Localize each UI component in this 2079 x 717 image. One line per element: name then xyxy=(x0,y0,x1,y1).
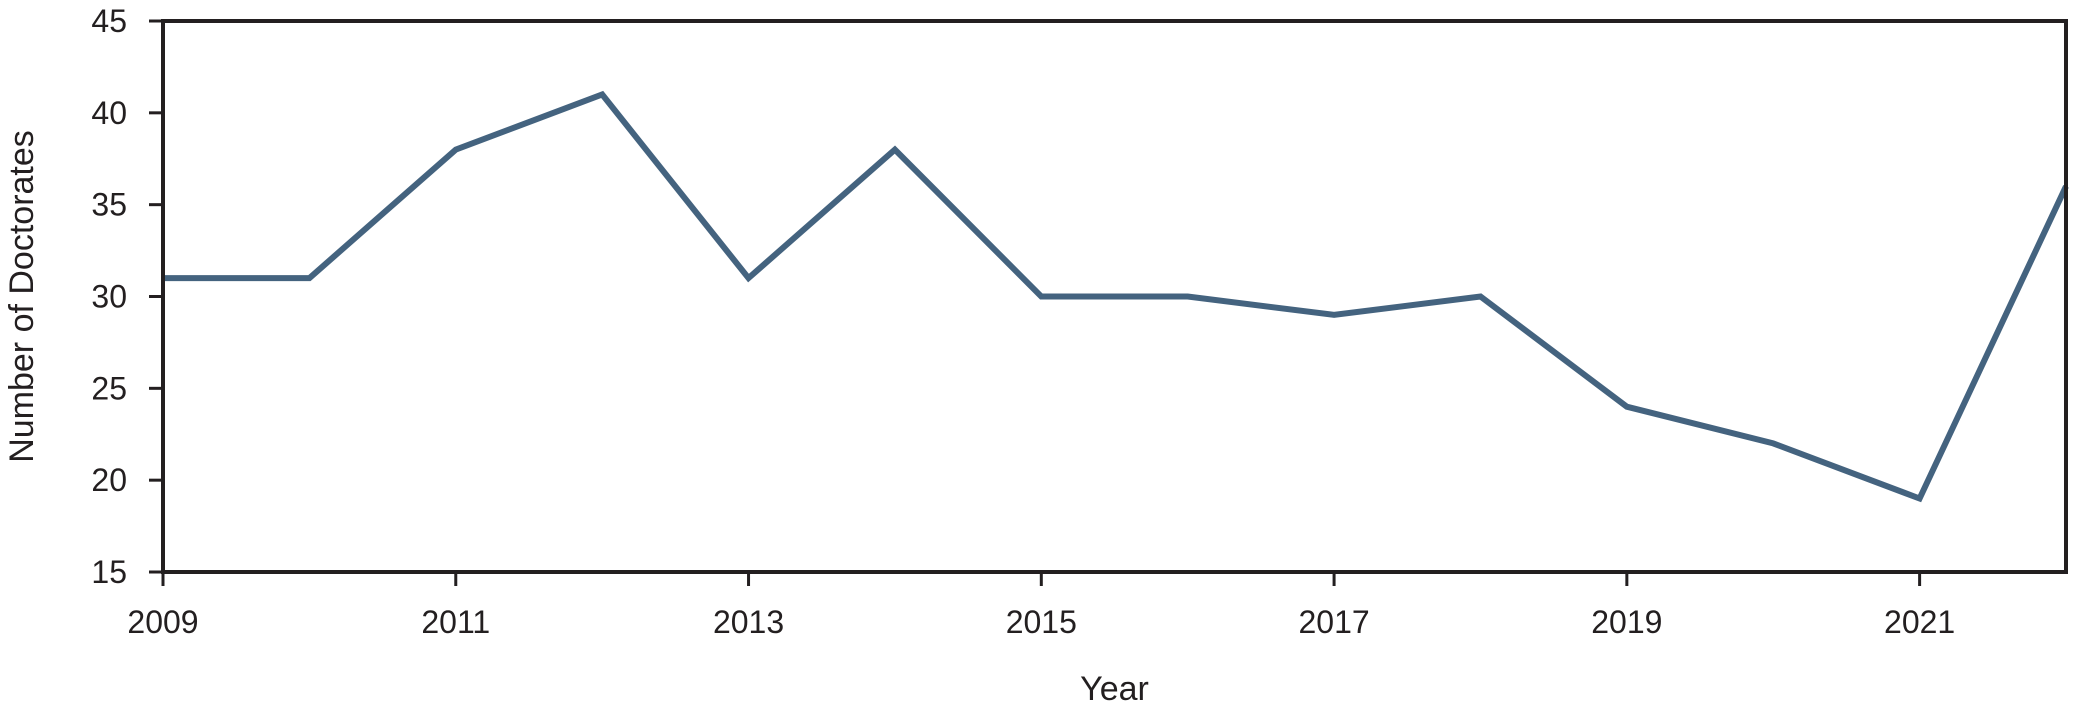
y-axis-ticks: 15 20 25 30 35 40 45 xyxy=(91,3,163,590)
y-tick-label: 40 xyxy=(91,95,127,131)
y-tick-label: 20 xyxy=(91,462,127,498)
y-tick-label: 35 xyxy=(91,187,127,223)
x-tick-label: 2011 xyxy=(421,604,490,640)
y-tick-label: 45 xyxy=(91,3,127,39)
series-line xyxy=(163,90,2069,503)
plot-frame xyxy=(161,19,2068,574)
x-tick-label: 2021 xyxy=(1884,604,1955,640)
x-tick-label: 2013 xyxy=(713,604,784,640)
y-tick-label: 25 xyxy=(91,370,127,406)
x-axis-label: Year xyxy=(1080,670,1149,708)
x-tick-label: 2009 xyxy=(127,604,198,640)
y-tick-label: 30 xyxy=(91,279,127,315)
series-layer xyxy=(163,90,2069,503)
x-axis-ticks: 2009 2011 2013 2015 2017 2019 2021 xyxy=(127,572,1955,640)
x-tick-label: 2015 xyxy=(1006,604,1077,640)
y-tick-label: 15 xyxy=(91,554,127,590)
x-tick-label: 2017 xyxy=(1298,604,1369,640)
x-tick-label: 2019 xyxy=(1591,604,1662,640)
y-axis-label: Number of Doctorates xyxy=(3,130,41,463)
